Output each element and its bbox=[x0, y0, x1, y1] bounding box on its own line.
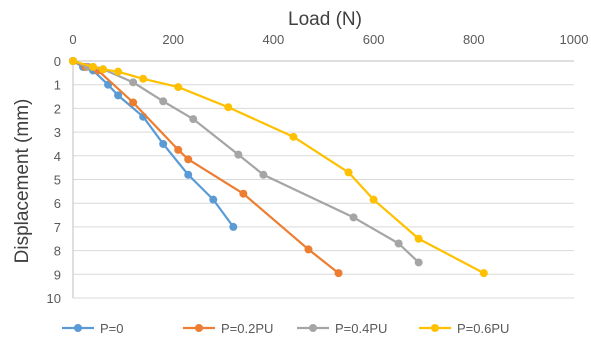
x-tick-label: 600 bbox=[363, 32, 385, 47]
legend-swatch-marker bbox=[74, 324, 82, 332]
y-tick-label: 1 bbox=[54, 78, 61, 93]
x-axis-title: Load (N) bbox=[288, 9, 362, 30]
data-point bbox=[129, 78, 138, 87]
series-line bbox=[72, 60, 235, 228]
y-tick-label: 8 bbox=[54, 244, 61, 259]
data-point bbox=[174, 83, 183, 92]
y-tick-label: 9 bbox=[54, 267, 61, 282]
data-point bbox=[159, 139, 168, 148]
series-P=0.6PU bbox=[69, 57, 488, 278]
data-point bbox=[159, 97, 168, 106]
data-point bbox=[344, 168, 353, 177]
data-point bbox=[229, 222, 238, 231]
data-point bbox=[414, 234, 423, 243]
legend-item: P=0.6PU bbox=[419, 321, 509, 336]
data-point bbox=[349, 213, 358, 222]
data-point bbox=[394, 239, 403, 248]
series-line bbox=[72, 59, 420, 264]
x-tick-label: 0 bbox=[69, 32, 76, 47]
y-tick-label: 7 bbox=[54, 220, 61, 235]
data-point bbox=[174, 145, 183, 154]
data-point bbox=[89, 62, 98, 71]
legend-label: P=0.6PU bbox=[457, 321, 509, 336]
data-point bbox=[114, 67, 123, 76]
y-tick-label: 2 bbox=[54, 101, 61, 116]
data-point bbox=[209, 195, 218, 204]
series-P=0.2PU bbox=[69, 57, 343, 278]
series-P=0.4PU bbox=[69, 57, 423, 267]
series-line bbox=[72, 60, 340, 274]
x-tick-label: 800 bbox=[463, 32, 485, 47]
y-tick-label: 6 bbox=[54, 196, 61, 211]
data-point bbox=[414, 258, 423, 267]
data-point bbox=[259, 170, 268, 179]
x-tick-label: 400 bbox=[263, 32, 285, 47]
x-tick-label: 200 bbox=[162, 32, 184, 47]
legend-item: P=0.2PU bbox=[183, 321, 273, 336]
legend-item: P=0 bbox=[62, 321, 124, 336]
tick-labels: 0 1 2 3 4 5 6 7 8 9 10 0 200 400 600 800 1000 bbox=[47, 32, 589, 306]
y-tick-label: 10 bbox=[47, 291, 61, 306]
data-point bbox=[289, 132, 298, 141]
series-group bbox=[69, 57, 488, 278]
legend-label: P=0.4PU bbox=[335, 321, 387, 336]
legend-swatch-marker bbox=[309, 324, 317, 332]
y-tick-label: 5 bbox=[54, 173, 61, 188]
series-P=0 bbox=[69, 57, 238, 231]
data-point bbox=[304, 245, 313, 254]
series-line bbox=[72, 59, 485, 275]
y-axis-title: Displacement (mm) bbox=[12, 99, 33, 264]
legend-swatch-marker bbox=[195, 324, 203, 332]
data-point bbox=[369, 195, 378, 204]
data-point bbox=[184, 155, 193, 164]
data-point bbox=[189, 115, 198, 124]
data-point bbox=[184, 170, 193, 179]
data-point bbox=[99, 65, 108, 74]
data-point bbox=[239, 189, 248, 198]
data-point bbox=[114, 91, 123, 100]
x-tick-label: 1000 bbox=[560, 32, 589, 47]
data-point bbox=[234, 150, 243, 159]
y-tick-label: 0 bbox=[54, 54, 61, 69]
legend-swatch-marker bbox=[431, 324, 439, 332]
y-tick-label: 4 bbox=[54, 149, 61, 164]
data-point bbox=[334, 269, 343, 278]
data-point bbox=[139, 74, 148, 83]
data-point bbox=[224, 103, 233, 112]
legend-label: P=0 bbox=[100, 321, 124, 336]
legend-item: P=0.4PU bbox=[297, 321, 387, 336]
data-point bbox=[129, 98, 138, 107]
data-point bbox=[69, 57, 77, 65]
y-tick-label: 3 bbox=[54, 125, 61, 140]
legend: P=0 P=0.2PU P=0.4PU P=0.6PU bbox=[62, 321, 509, 336]
axes bbox=[72, 60, 574, 298]
data-point bbox=[479, 269, 488, 278]
legend-label: P=0.2PU bbox=[221, 321, 273, 336]
